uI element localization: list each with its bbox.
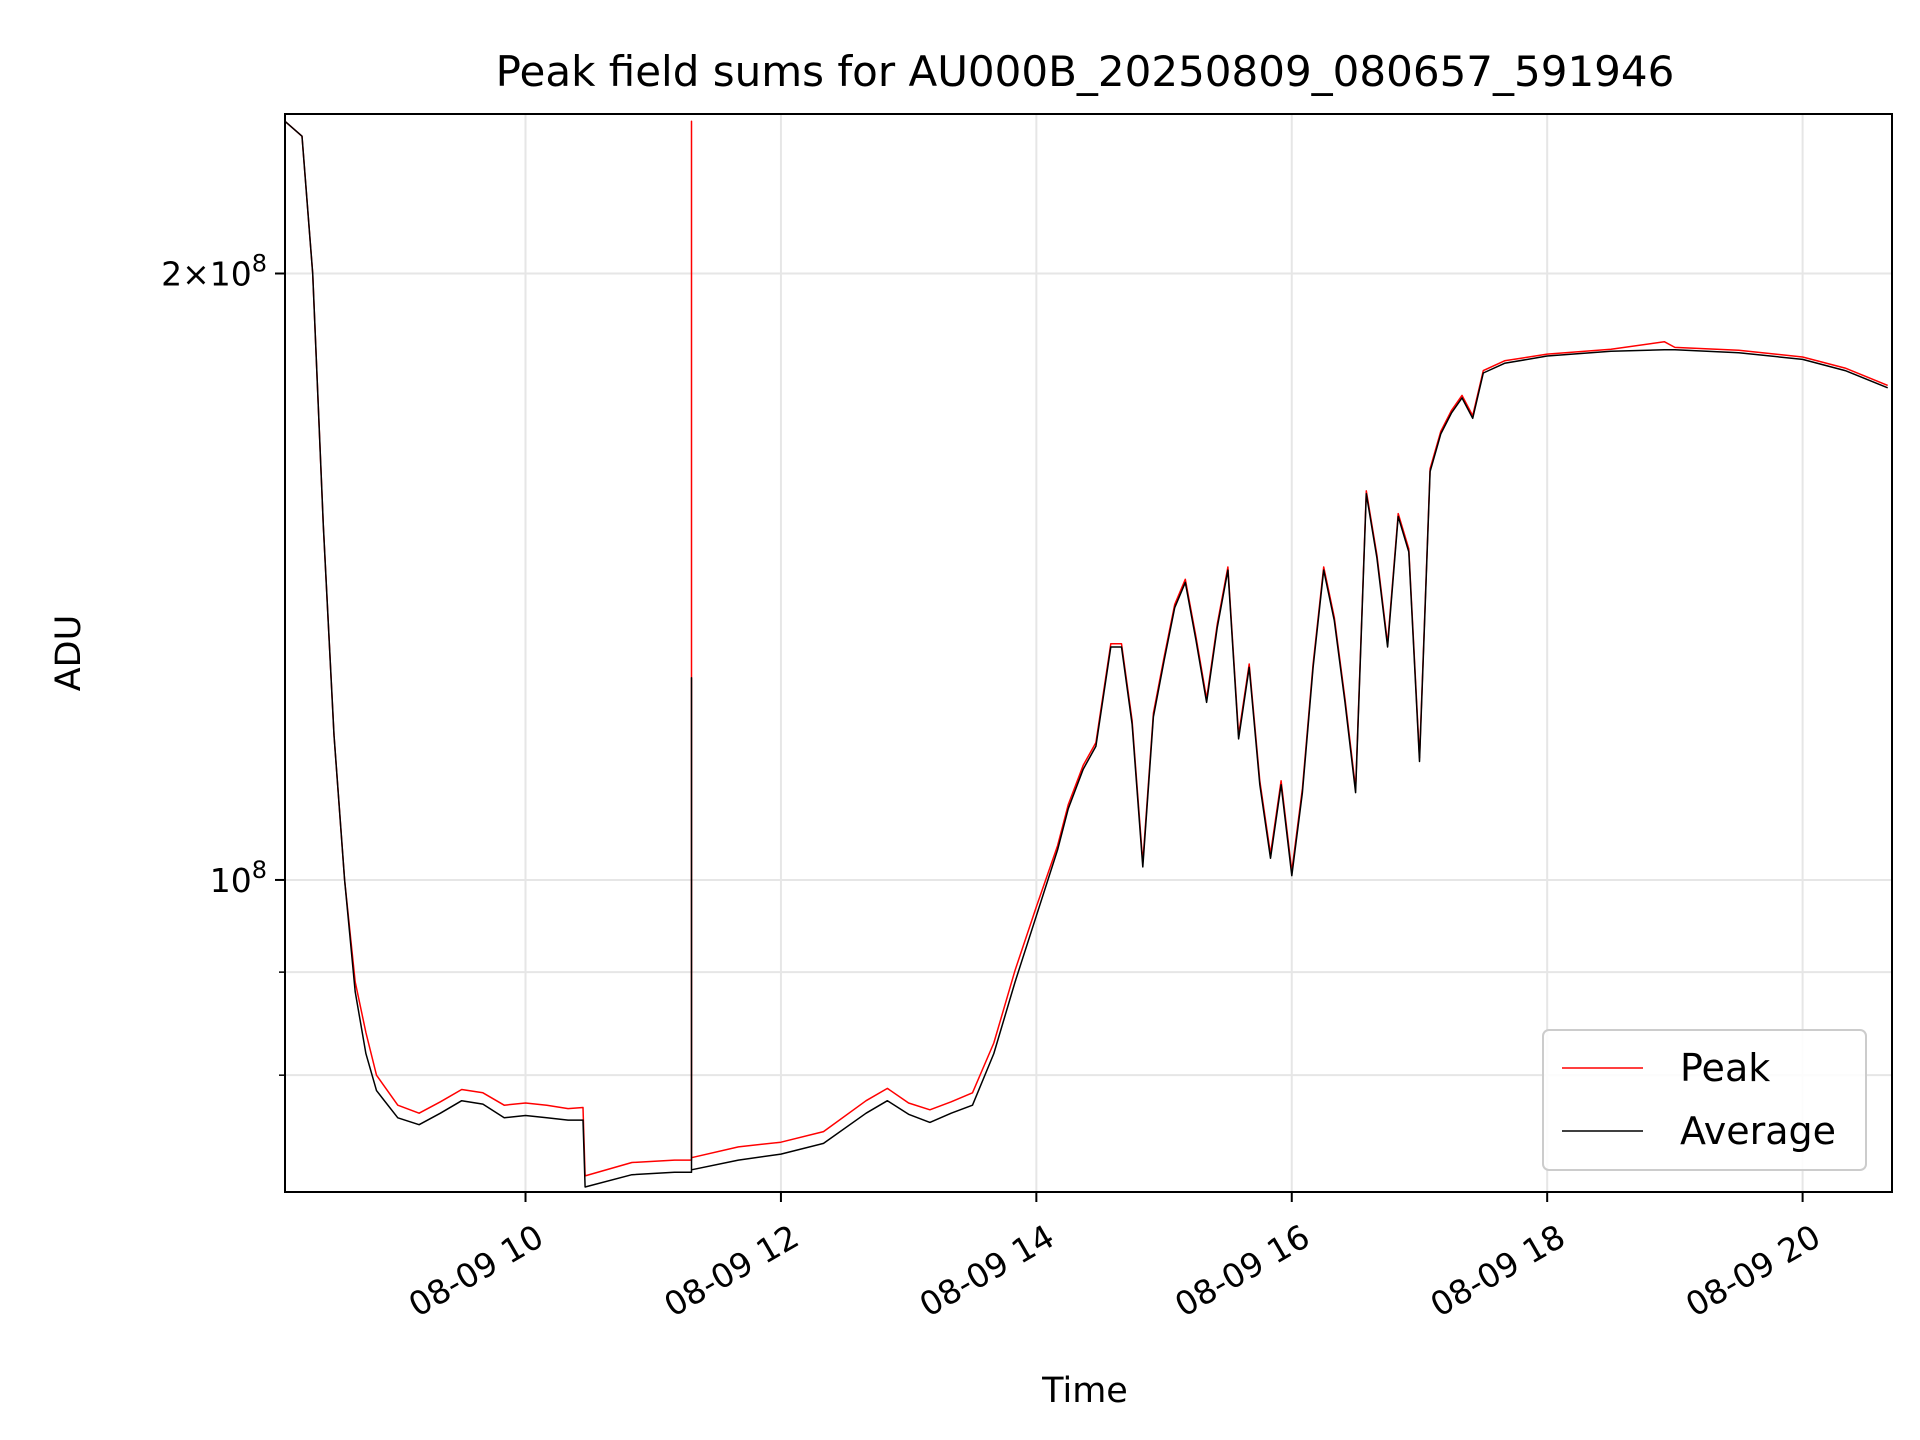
y-tick-label: 2×108: [161, 250, 267, 294]
y-tick-base: 10: [210, 255, 252, 294]
legend-box: [1542, 1029, 1867, 1171]
y-axis-label: ADU: [49, 615, 89, 692]
series-line-average: [284, 120, 1888, 1188]
grid: [285, 114, 1892, 1192]
chart-title: Peak field sums for AU000B_20250809_0806…: [496, 47, 1675, 96]
x-axis-label: Time: [1041, 1371, 1128, 1411]
y-tick-exponent: 8: [252, 250, 267, 278]
y-tick-exponent: 8: [252, 856, 267, 884]
y-tick-base: 10: [210, 861, 252, 900]
y-tick-label: 108: [210, 856, 267, 900]
y-tick-mantissa: 2: [161, 255, 182, 294]
plot-frame: [284, 113, 1893, 1193]
legend-label-peak: Peak: [1680, 1046, 1770, 1090]
legend-label-average: Average: [1680, 1109, 1836, 1153]
legend: Peak Average: [1542, 1029, 1867, 1171]
series-layer: [284, 120, 1888, 1188]
y-tick-times: ×: [182, 255, 210, 294]
